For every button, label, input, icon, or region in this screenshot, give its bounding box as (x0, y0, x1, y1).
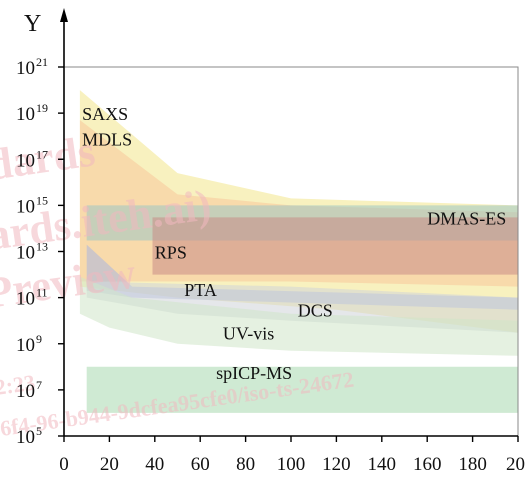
y-axis-label: Y (24, 11, 41, 37)
label-mdls: MDLS (82, 129, 132, 149)
y-tick-exponent: 15 (36, 193, 48, 207)
area-rps (152, 217, 518, 275)
y-tick-exponent: 13 (36, 240, 48, 254)
y-tick-label: 10 (16, 104, 35, 125)
y-tick-label: 10 (16, 427, 35, 448)
label-rps: RPS (155, 242, 187, 262)
x-tick-label: 0 (59, 454, 69, 475)
area-spicp-ms (86, 366, 518, 413)
y-tick-label: 10 (16, 243, 35, 264)
x-tick-label: 20 (506, 454, 525, 475)
label-uv-vis: UV-vis (223, 324, 274, 344)
x-tick-label: 40 (145, 454, 164, 475)
series-labels: SAXS MDLS DMAS-ES RPS PTA DCS UV-vis spICP-MS (82, 104, 506, 383)
label-pta: PTA (184, 280, 217, 300)
y-tick-label: 10 (16, 150, 35, 171)
y-tick-exponent: 5 (36, 424, 42, 438)
x-tick-label: 180 (458, 454, 487, 475)
x-tick-label: 60 (191, 454, 210, 475)
area-uv-vis (79, 276, 519, 356)
y-axis-arrow (60, 8, 68, 22)
y-tick-exponent: 7 (36, 378, 42, 392)
y-tick-label: 10 (16, 381, 35, 402)
x-tick-label: 160 (413, 454, 442, 475)
label-saxs: SAXS (82, 104, 128, 124)
label-dcs: DCS (298, 301, 333, 321)
y-tick-label: 10 (16, 289, 35, 310)
y-tick-exponent: 17 (36, 147, 48, 161)
x-tick-label: 120 (322, 454, 351, 475)
x-ticks: 0 20 40 60 80 100 120 140 160 180 20 (59, 436, 525, 475)
x-tick-label: 100 (277, 454, 306, 475)
y-tick-label: 10 (16, 58, 35, 79)
x-tick-label: 140 (368, 454, 397, 475)
y-tick-exponent: 9 (36, 332, 42, 346)
watermark-line: 2:23 (0, 370, 37, 400)
y-tick-exponent: 11 (36, 286, 48, 300)
y-tick-label: 10 (16, 335, 35, 356)
label-spicp-ms: spICP-MS (216, 363, 292, 383)
range-areas (79, 90, 519, 413)
label-dmas-es: DMAS-ES (427, 208, 506, 228)
x-tick-label: 80 (236, 454, 255, 475)
y-tick-exponent: 21 (36, 55, 48, 69)
x-tick-label: 20 (100, 454, 119, 475)
y-tick-label: 10 (16, 196, 35, 217)
y-tick-exponent: 19 (36, 101, 48, 115)
